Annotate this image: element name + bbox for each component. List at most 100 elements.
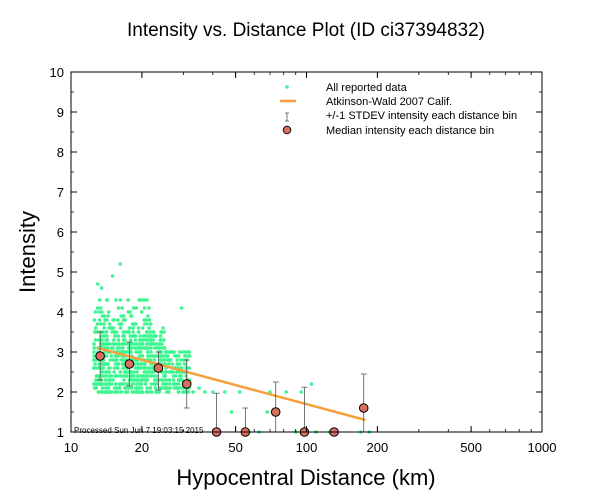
reported-data-point (144, 318, 148, 322)
reported-data-point (106, 386, 111, 390)
reported-data-point (142, 298, 146, 302)
reported-data-point (146, 338, 150, 342)
y-tick-label: 7 (57, 185, 64, 200)
reported-data-point (140, 338, 145, 342)
reported-data-point (108, 378, 112, 382)
reported-data-point (184, 366, 188, 370)
reported-data-point (142, 378, 147, 382)
reported-data-point (121, 338, 126, 342)
reported-data-point (162, 346, 167, 350)
reported-data-point (126, 298, 130, 302)
reported-data-point (173, 374, 178, 378)
reported-data-point (131, 306, 136, 310)
reported-data-point (128, 338, 133, 342)
reported-data-point (102, 342, 107, 346)
reported-data-point (131, 390, 136, 394)
reported-data-point (177, 390, 181, 394)
reported-data-point (160, 330, 165, 334)
median-point (270, 407, 281, 417)
reported-data-point (117, 342, 122, 346)
reported-data-point (130, 346, 134, 350)
reported-data-point (137, 346, 142, 350)
reported-data-point (127, 330, 131, 334)
reported-data-point (115, 366, 119, 370)
reported-data-point (136, 378, 141, 382)
reported-data-point (142, 370, 147, 374)
reported-data-point (113, 362, 118, 366)
median-point (124, 359, 135, 369)
reported-data-point (139, 342, 143, 346)
reported-data-point (121, 342, 125, 346)
reported-data-point (112, 386, 117, 390)
reported-data-point (149, 374, 154, 378)
reported-data-point (146, 314, 150, 318)
reported-data-point (95, 306, 100, 310)
reported-data-point (93, 366, 98, 370)
reported-data-point (173, 382, 177, 386)
reported-data-point (121, 358, 125, 362)
reported-data-point (143, 374, 148, 378)
reported-data-point (93, 362, 97, 366)
x-tick-label: 500 (460, 440, 482, 455)
y-tick-label: 2 (57, 385, 64, 400)
reported-data-point (140, 378, 144, 382)
reported-data-point (170, 362, 175, 366)
reported-data-point (153, 386, 158, 390)
reported-data-point (168, 358, 173, 362)
reported-data-point (105, 382, 109, 386)
reported-data-point (149, 350, 153, 354)
reported-data-point (105, 370, 110, 374)
median-point (95, 351, 105, 361)
y-tick-label: 4 (57, 305, 64, 320)
reported-data-point (116, 306, 121, 310)
reported-data-point (229, 410, 234, 414)
reported-data-point (129, 342, 133, 346)
reported-data-point (166, 354, 170, 358)
reported-data-point (102, 326, 106, 330)
reported-data-point (172, 350, 176, 354)
reported-data-point (127, 310, 131, 314)
reported-data-point (103, 318, 107, 322)
reported-data-point (171, 378, 176, 382)
reported-data-point (105, 298, 109, 302)
reported-data-point (149, 330, 153, 334)
reported-data-point (157, 390, 162, 394)
reported-data-point (107, 322, 112, 326)
reported-data-point (148, 334, 152, 338)
reported-data-point (99, 334, 103, 338)
reported-data-point (131, 330, 135, 334)
reported-data-point (121, 382, 125, 386)
reported-data-point (142, 306, 147, 310)
reported-data-point (121, 330, 126, 334)
reported-data-point (155, 374, 159, 378)
reported-data-point (175, 358, 179, 362)
reported-data-point (98, 322, 103, 326)
reported-data-point (158, 334, 163, 338)
reported-data-point (100, 386, 105, 390)
reported-data-point (147, 318, 152, 322)
reported-data-point (154, 390, 158, 394)
reported-data-point (179, 306, 184, 310)
reported-data-point (145, 378, 149, 382)
legend-label-stdev: +/-1 STDEV intensity each distance bin (326, 110, 517, 122)
reported-data-point (149, 338, 153, 342)
reported-data-point (123, 386, 127, 390)
reported-data-point (183, 354, 187, 358)
reported-data-point (117, 382, 122, 386)
reported-data-point (144, 390, 149, 394)
reported-data-layer (92, 262, 372, 434)
reported-data-point (181, 390, 185, 394)
x-tick-label: 20 (135, 440, 149, 455)
atkinson-wald-fit-line (97, 346, 366, 422)
reported-data-point (114, 298, 118, 302)
axes-layer: 10 20 50 100 200 500 1000 1 2 3 4 5 6 7 8 9 10 (50, 65, 557, 455)
reported-data-point (114, 374, 118, 378)
reported-data-point (139, 374, 143, 378)
reported-data-point (100, 390, 105, 394)
reported-data-point (92, 346, 96, 350)
reported-data-point (139, 362, 144, 366)
reported-data-point (137, 298, 141, 302)
x-tick-label: 50 (228, 440, 242, 455)
y-tick-label: 9 (57, 105, 64, 120)
reported-data-point (133, 338, 138, 342)
